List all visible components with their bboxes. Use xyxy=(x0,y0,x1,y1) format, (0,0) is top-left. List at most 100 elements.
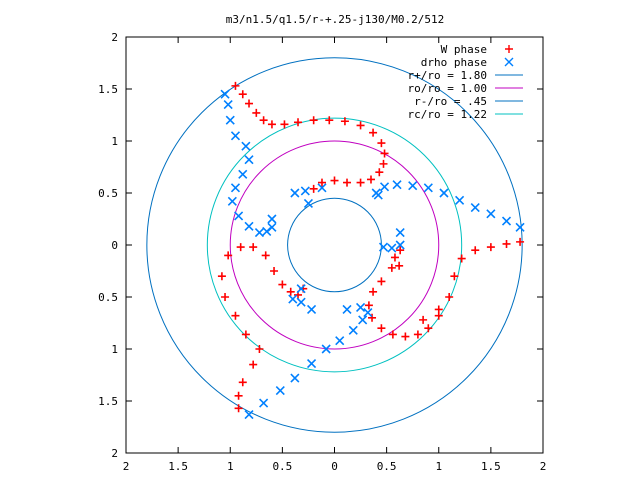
data-point xyxy=(379,182,390,192)
data-point xyxy=(388,330,397,339)
data-point xyxy=(364,301,373,310)
reference-circle xyxy=(146,57,523,433)
data-point xyxy=(259,398,269,408)
y-tick-label: 2 xyxy=(111,447,118,460)
data-point xyxy=(241,141,251,151)
data-point xyxy=(321,344,331,354)
data-point xyxy=(369,128,378,137)
y-tick-label: 0 xyxy=(111,239,118,252)
data-point xyxy=(348,325,358,335)
data-point xyxy=(392,180,402,190)
data-point xyxy=(375,168,384,177)
data-point xyxy=(434,305,443,314)
data-point xyxy=(343,178,352,187)
data-point xyxy=(379,159,388,168)
data-point xyxy=(234,211,244,221)
data-point xyxy=(486,209,496,219)
x-tick-label: 0.5 xyxy=(272,460,292,473)
data-point xyxy=(231,81,240,90)
data-point xyxy=(267,120,276,129)
data-point xyxy=(241,330,250,339)
data-point xyxy=(387,243,397,253)
legend-marker xyxy=(505,45,513,53)
y-tick-label: 0.5 xyxy=(98,291,118,304)
reference-circle xyxy=(206,117,463,373)
data-point xyxy=(356,121,365,130)
data-point xyxy=(395,227,405,238)
data-point xyxy=(244,409,254,420)
data-point xyxy=(275,386,285,396)
data-point xyxy=(401,332,410,341)
series-0 xyxy=(217,81,525,413)
data-point xyxy=(439,188,449,198)
data-point xyxy=(486,243,495,252)
data-point xyxy=(450,272,459,281)
data-point xyxy=(249,360,258,369)
data-point xyxy=(356,178,365,187)
data-point xyxy=(395,240,405,250)
data-point xyxy=(340,117,349,126)
data-point xyxy=(378,242,389,252)
data-point xyxy=(300,186,310,196)
reference-circles xyxy=(146,57,523,433)
data-point xyxy=(396,246,405,255)
data-point xyxy=(309,184,318,193)
data-point xyxy=(368,313,377,322)
data-point xyxy=(227,196,237,206)
data-point xyxy=(358,315,368,325)
data-point xyxy=(408,181,418,191)
data-point xyxy=(230,183,241,193)
x-tick-label: 1 xyxy=(435,460,442,473)
data-point xyxy=(387,263,396,272)
data-point xyxy=(363,308,373,318)
data-point xyxy=(424,324,433,333)
data-point xyxy=(516,237,525,246)
data-point xyxy=(317,183,327,193)
data-point xyxy=(303,198,314,208)
data-point xyxy=(238,90,247,99)
y-tick-label: 1.5 xyxy=(98,395,118,408)
data-point xyxy=(355,302,366,312)
y-tick-label: 2 xyxy=(111,31,118,44)
data-point xyxy=(254,227,265,238)
x-tick-label: 2 xyxy=(540,460,547,473)
data-point xyxy=(377,139,386,148)
data-point xyxy=(249,243,258,252)
data-point xyxy=(371,188,381,198)
data-point xyxy=(261,251,270,260)
x-tick-label: 0 xyxy=(331,460,338,473)
data-point xyxy=(244,155,254,165)
data-point xyxy=(225,115,235,125)
data-point xyxy=(423,183,433,193)
data-point xyxy=(238,169,248,179)
data-point xyxy=(223,100,233,110)
data-point xyxy=(231,311,240,320)
data-point xyxy=(280,120,289,129)
data-point xyxy=(245,99,254,108)
reference-circle xyxy=(287,197,382,293)
data-point xyxy=(244,221,254,231)
data-point xyxy=(267,222,277,232)
data-point xyxy=(457,254,466,263)
x-tick-label: 0.5 xyxy=(377,460,397,473)
data-point xyxy=(255,345,264,353)
data-point xyxy=(236,243,245,252)
legend-label: ro/ro = 1.00 xyxy=(408,82,487,95)
x-tick-label: 2 xyxy=(123,460,130,473)
data-point xyxy=(294,118,303,127)
data-point xyxy=(502,239,511,248)
data-point xyxy=(286,287,295,296)
data-point xyxy=(290,373,300,383)
data-point xyxy=(445,293,454,301)
reference-circle xyxy=(229,140,440,350)
data-point xyxy=(395,261,404,270)
series-1 xyxy=(220,89,525,420)
data-point xyxy=(309,116,318,125)
data-point xyxy=(230,131,241,141)
data-point xyxy=(471,246,480,255)
data-point xyxy=(296,284,306,294)
data-point xyxy=(217,272,226,281)
legend-label: W phase xyxy=(441,43,487,56)
data-point xyxy=(419,315,428,324)
legend-label: r-/ro = .45 xyxy=(414,95,487,108)
